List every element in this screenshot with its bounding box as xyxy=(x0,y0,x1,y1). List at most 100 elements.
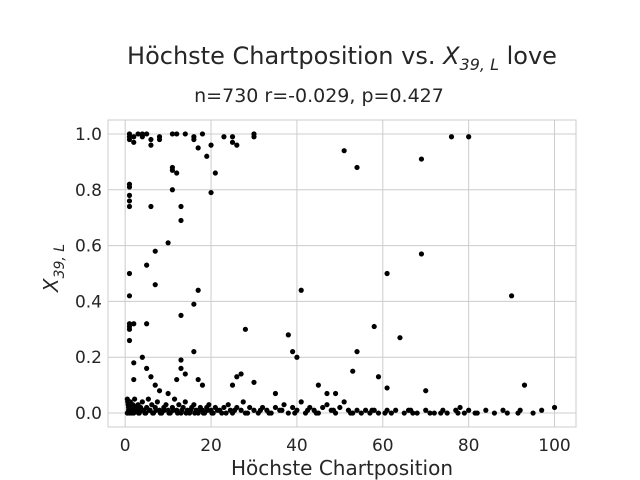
data-point xyxy=(144,321,150,327)
data-point xyxy=(195,287,201,293)
data-point xyxy=(148,203,154,210)
data-point xyxy=(146,407,152,413)
y-tick-label: 0.4 xyxy=(75,292,102,312)
x-tick-label: 40 xyxy=(286,436,308,456)
data-point xyxy=(178,217,184,224)
data-point xyxy=(192,410,198,416)
data-point xyxy=(174,376,180,383)
data-point xyxy=(166,410,172,416)
data-point xyxy=(305,407,311,413)
data-point xyxy=(126,184,133,190)
data-point xyxy=(152,282,158,288)
data-point xyxy=(251,379,257,385)
data-point xyxy=(219,410,225,416)
data-point xyxy=(131,139,137,145)
data-point xyxy=(279,407,285,413)
data-point xyxy=(354,349,360,355)
data-point xyxy=(418,156,425,162)
data-point xyxy=(508,293,515,299)
data-point xyxy=(251,131,257,137)
x-tick-labels: 0 20 40 60 80 100 xyxy=(120,436,571,456)
data-point xyxy=(182,371,188,377)
x-tick-label: 80 xyxy=(458,436,480,456)
data-point xyxy=(214,407,221,413)
data-point xyxy=(281,402,287,408)
data-point xyxy=(423,388,429,394)
data-point xyxy=(504,410,510,416)
data-point xyxy=(139,131,145,137)
data-point xyxy=(156,388,163,394)
data-points xyxy=(124,131,558,416)
data-point xyxy=(126,326,133,332)
data-point xyxy=(285,410,291,416)
y-tick-label: 0.0 xyxy=(75,404,102,424)
data-point xyxy=(466,407,472,413)
data-point xyxy=(483,407,489,413)
data-point xyxy=(229,382,236,388)
y-axis-label-variable: X xyxy=(39,277,63,293)
data-point xyxy=(350,368,356,374)
data-point xyxy=(240,399,246,405)
data-point xyxy=(290,349,296,355)
data-point xyxy=(491,410,498,416)
data-point xyxy=(206,402,212,408)
data-point xyxy=(551,404,558,411)
data-point xyxy=(515,410,521,416)
data-point xyxy=(187,407,194,413)
data-point xyxy=(182,399,188,405)
data-point xyxy=(132,396,138,402)
data-point xyxy=(163,402,169,408)
data-point xyxy=(448,134,455,140)
data-point xyxy=(423,407,429,413)
data-point xyxy=(157,410,163,416)
data-point xyxy=(126,192,133,198)
data-point xyxy=(178,357,184,363)
data-point xyxy=(363,407,369,413)
data-point xyxy=(150,410,156,416)
chart-title-subscript: 39, L xyxy=(460,55,499,74)
chart-title-variable: X xyxy=(441,42,460,70)
data-point xyxy=(154,399,160,405)
data-point xyxy=(225,402,231,408)
data-point xyxy=(144,131,150,137)
y-tick-labels: 0.0 0.2 0.4 0.6 0.8 1.0 xyxy=(75,125,102,424)
data-point xyxy=(135,131,141,137)
data-point xyxy=(242,326,248,332)
data-point xyxy=(209,410,215,416)
data-point xyxy=(354,164,360,171)
y-tick-label: 1.0 xyxy=(75,125,102,145)
data-point xyxy=(247,404,253,411)
data-point xyxy=(238,371,244,377)
data-point xyxy=(131,321,137,327)
data-point xyxy=(294,354,300,360)
data-point xyxy=(152,248,158,254)
data-point xyxy=(195,376,201,383)
data-point xyxy=(290,404,296,411)
y-tick-label: 0.8 xyxy=(75,181,102,201)
data-point xyxy=(191,349,197,355)
data-point xyxy=(129,410,135,416)
data-point xyxy=(298,287,304,293)
y-axis-label: X39, L xyxy=(39,244,68,293)
data-point xyxy=(418,251,425,257)
data-point xyxy=(156,134,163,140)
data-point xyxy=(388,410,394,416)
data-point xyxy=(174,170,180,176)
data-point xyxy=(199,382,206,388)
data-point xyxy=(539,407,545,413)
data-point xyxy=(229,139,236,145)
data-point xyxy=(126,136,133,143)
data-point xyxy=(408,407,414,413)
data-point xyxy=(521,382,528,388)
data-point xyxy=(313,410,319,416)
data-point xyxy=(232,407,238,413)
data-point xyxy=(223,410,229,416)
data-point xyxy=(354,407,360,413)
chart-title: Höchste Chartposition vs. X39, L love xyxy=(127,42,557,74)
data-point xyxy=(455,410,461,416)
data-point xyxy=(208,142,214,148)
chart-title-main: Höchste Chartposition vs. xyxy=(127,42,443,70)
data-point xyxy=(371,323,377,330)
data-point xyxy=(457,404,463,411)
data-point xyxy=(272,404,279,411)
